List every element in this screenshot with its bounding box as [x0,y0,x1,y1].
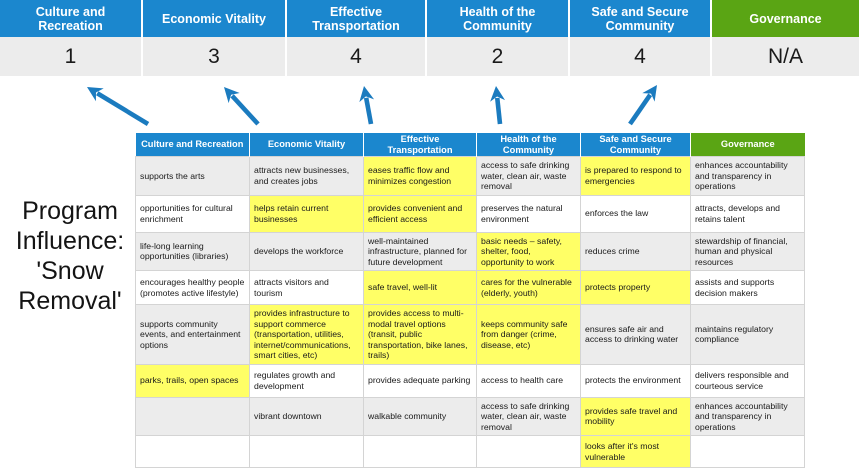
scorecard-header-culture-and-recreation: Culture and Recreation [0,0,143,37]
matrix-cell: preserves the natural environment [476,194,581,233]
matrix-cell [690,435,805,468]
matrix-cell: basic needs – safety, shelter, food, opp… [476,231,581,271]
matrix-header-economic-vitality: Economic Vitality [249,133,364,157]
matrix-cell [363,435,477,468]
matrix-cell: attracts new businesses, and creates job… [249,156,364,196]
matrix-cell: is prepared to respond to emergencies [580,156,691,196]
matrix-row: supports the arts attracts new businesses… [135,156,805,196]
matrix-cell: provides infrastructure to support comme… [249,304,364,365]
matrix-row: supports community events, and entertain… [135,304,805,365]
matrix-cell: enforces the law [580,194,691,233]
matrix-cell: regulates growth and development [249,363,364,398]
matrix-cell: well-maintained infrastructure, planned … [363,231,477,271]
scorecard-value-safe-and-secure-community: 4 [570,37,712,76]
program-influence-caption: Program Influence: 'Snow Removal' [15,197,125,315]
matrix-row: vibrant downtown walkable community access… [135,396,805,436]
matrix-cell [476,435,581,468]
priority-outcomes-matrix: Culture and Recreation Economic Vitality E… [135,133,805,468]
matrix-cell: supports the arts [135,156,250,196]
matrix-row: encourages healthy people (promotes acti… [135,270,805,305]
matrix-cell: maintains regulatory compliance [690,304,805,365]
matrix-cell: assists and supports decision makers [690,270,805,305]
matrix-cell: cares for the vulnerable (elderly, youth… [476,270,581,305]
scorecard-value-culture-and-recreation: 1 [0,37,143,76]
matrix-cell: attracts visitors and tourism [249,270,364,305]
matrix-cell: protects property [580,270,691,305]
matrix-cell [249,435,364,468]
arrow-economic-vitality [224,87,260,126]
matrix-cell: looks after it's most vulnerable [580,435,691,468]
scorecard-header-health-of-the-community: Health of the Community [427,0,570,37]
strategic-priorities-scorecard: Culture and Recreation Economic Vitality E… [0,0,859,76]
matrix-header-row: Culture and Recreation Economic Vitality E… [135,133,805,157]
matrix-cell: access to safe drinking water, clean air… [476,396,581,436]
matrix-cell: enhances accountability and transparency… [690,396,805,436]
matrix-cell: provides access to multi-modal travel op… [363,304,477,365]
matrix-row: life-long learning opportunities (librar… [135,231,805,271]
matrix-row: opportunities for cultural enrichment hel… [135,194,805,233]
matrix-cell: walkable community [363,396,477,436]
scorecard-value-governance: N/A [712,37,859,76]
scorecard-value-economic-vitality: 3 [143,37,287,76]
arrow-health-of-the-community [490,86,506,125]
matrix-cell: life-long learning opportunities (librar… [135,231,250,271]
scorecard-header-governance: Governance [712,0,859,37]
matrix-cell: parks, trails, open spaces [135,363,250,398]
matrix-row: looks after it's most vulnerable [135,435,805,468]
matrix-cell: eases traffic flow and minimizes congest… [363,156,477,196]
matrix-body: supports the arts attracts new businesses… [135,156,805,468]
matrix-header-culture-and-recreation: Culture and Recreation [135,133,250,157]
matrix-cell: protects the environment [580,363,691,398]
matrix-cell: stewardship of financial, human and phys… [690,231,805,271]
matrix-cell: attracts, develops and retains talent [690,194,805,233]
matrix-cell: access to health care [476,363,581,398]
matrix-cell: keeps community safe from danger (crime,… [476,304,581,365]
matrix-cell: enhances accountability and transparency… [690,156,805,196]
matrix-cell: helps retain current businesses [249,194,364,233]
matrix-cell: vibrant downtown [249,396,364,436]
matrix-cell: supports community events, and entertain… [135,304,250,365]
matrix-cell: opportunities for cultural enrichment [135,194,250,233]
matrix-cell: delivers responsible and courteous servi… [690,363,805,398]
scorecard-value-effective-transportation: 4 [287,37,427,76]
scorecard-header-row: Culture and Recreation Economic Vitality E… [0,0,859,37]
arrow-effective-transportation [359,86,375,125]
matrix-header-safe-and-secure-community: Safe and Secure Community [580,133,691,157]
matrix-row: parks, trails, open spaces regulates grow… [135,363,805,398]
matrix-cell: develops the workforce [249,231,364,271]
scorecard-header-effective-transportation: Effective Transportation [287,0,427,37]
matrix-header-effective-transportation: Effective Transportation [363,133,477,157]
scorecard-value-row: 1 3 4 2 4 N/A [0,37,859,76]
matrix-cell: reduces crime [580,231,691,271]
matrix-cell: ensures safe air and access to drinking … [580,304,691,365]
matrix-cell: provides convenient and efficient access [363,194,477,233]
scorecard-value-health-of-the-community: 2 [427,37,570,76]
scorecard-header-economic-vitality: Economic Vitality [143,0,287,37]
matrix-cell: provides safe travel and mobility [580,396,691,436]
arrow-culture-and-recreation [87,87,150,126]
matrix-cell: access to safe drinking water, clean air… [476,156,581,196]
scorecard-header-safe-and-secure-community: Safe and Secure Community [570,0,712,37]
matrix-header-health-of-the-community: Health of the Community [476,133,581,157]
matrix-head: Culture and Recreation Economic Vitality E… [135,133,805,157]
matrix-cell: safe travel, well-lit [363,270,477,305]
matrix-cell [135,435,250,468]
matrix-header-governance: Governance [690,133,805,157]
arrow-safe-and-secure-community [628,85,657,126]
matrix-cell: provides adequate parking [363,363,477,398]
matrix-cell [135,396,250,436]
matrix-cell: encourages healthy people (promotes acti… [135,270,250,305]
